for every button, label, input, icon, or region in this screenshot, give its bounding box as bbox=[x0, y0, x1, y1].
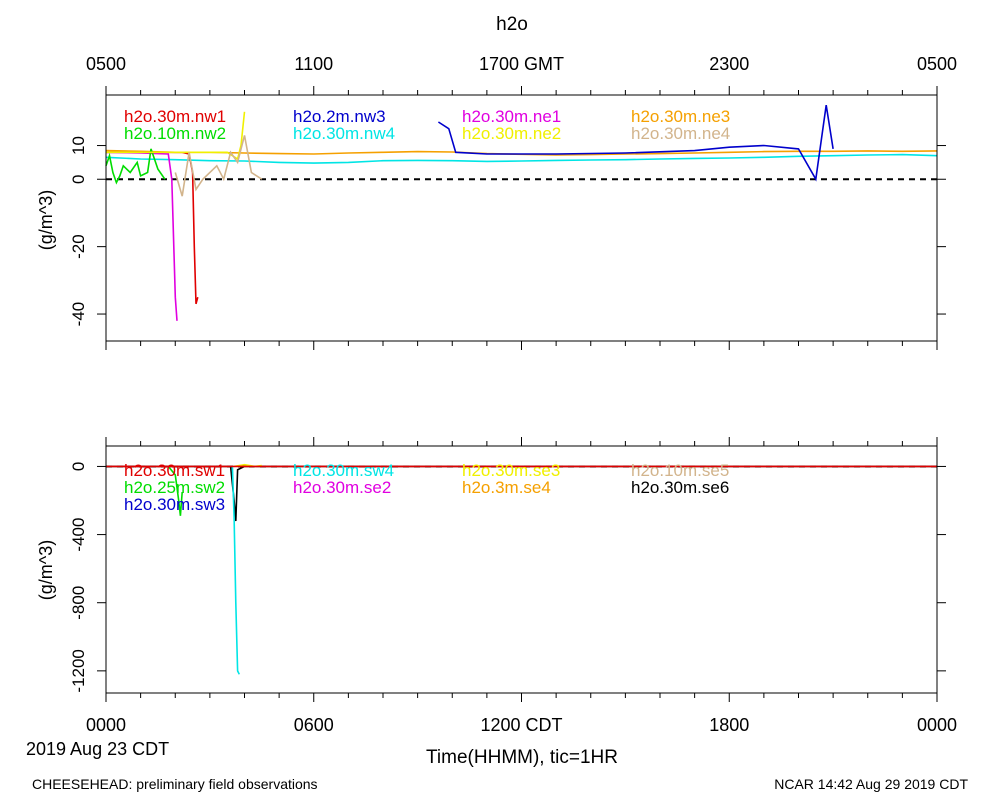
series-line-h2o-30m-ne4 bbox=[174, 135, 263, 197]
top-y-axis-ticks: 10 0 -20 -40 bbox=[69, 136, 946, 326]
x-tick-label: 1100 bbox=[294, 54, 333, 74]
chart-title: h2o bbox=[496, 14, 528, 35]
top-axis-ticks: 0500 1100 1700 GMT 2300 0500 bbox=[86, 54, 957, 350]
bottom-series-group bbox=[106, 463, 937, 675]
top-series-group bbox=[105, 104, 938, 321]
footer-right: NCAR 14:42 Aug 29 2019 CDT bbox=[774, 776, 968, 792]
x-tick-label: 2300 bbox=[709, 54, 749, 74]
legend-entry: h2o.30m.se3 bbox=[462, 461, 560, 480]
legend-entry: h2o.30m.nw4 bbox=[293, 124, 395, 143]
legend-entry: h2o.10m.se5 bbox=[631, 461, 729, 480]
x-axis-label: Time(HHMM), tic=1HR bbox=[426, 747, 618, 768]
legend-entry: h2o.30m.ne3 bbox=[631, 107, 730, 126]
legend-entry: h2o.30m.ne1 bbox=[462, 107, 561, 126]
y-tick-label: -1200 bbox=[69, 649, 88, 692]
legend-entry: h2o.30m.sw1 bbox=[124, 461, 225, 480]
x-tick-label: 1800 bbox=[709, 715, 749, 735]
top-plot-frame bbox=[105, 94, 938, 342]
x-tick-label: 1700 GMT bbox=[479, 54, 564, 74]
y-tick-label: 0 bbox=[69, 175, 88, 184]
series-line-h2o-30m-nw4 bbox=[105, 153, 938, 164]
bottom-plot-frame bbox=[105, 445, 938, 694]
bottom-axis-ticks: 0000 0600 1200 CDT 1800 0000 bbox=[86, 437, 957, 735]
y-tick-label: 10 bbox=[69, 136, 88, 155]
legend-entry: h2o.30m.se2 bbox=[293, 478, 391, 497]
footer-left: CHEESEHEAD: preliminary field observatio… bbox=[32, 776, 318, 792]
bottom-legend: h2o.30m.sw1 h2o.30m.sw4 h2o.30m.se3 h2o.10m… bbox=[124, 461, 729, 514]
legend-entry: h2o.30m.nw1 bbox=[124, 107, 226, 126]
legend-entry: h2o.30m.sw4 bbox=[293, 461, 394, 480]
legend-entry: h2o.2m.nw3 bbox=[293, 107, 386, 126]
x-tick-label: 0500 bbox=[917, 54, 957, 74]
y-tick-label: -800 bbox=[69, 586, 88, 620]
top-legend: h2o.30m.nw1 h2o.2m.nw3 h2o.30m.ne1 h2o.30m.… bbox=[124, 107, 730, 143]
legend-entry: h2o.30m.ne4 bbox=[631, 124, 730, 143]
y-tick-label: -20 bbox=[69, 234, 88, 259]
bottom-y-axis-ticks: 0 -400 -800 -1200 bbox=[69, 462, 946, 693]
legend-entry: h2o.30m.ne2 bbox=[462, 124, 561, 143]
legend-entry: h2o.3m.se4 bbox=[462, 478, 551, 497]
series-line-h2o-30m-sw4 bbox=[231, 466, 241, 675]
x-tick-label: 0500 bbox=[86, 54, 126, 74]
y-tick-label: 0 bbox=[69, 462, 88, 471]
legend-entry: h2o.30m.sw3 bbox=[124, 495, 225, 514]
series-line-h2o-25m-sw2 bbox=[167, 465, 183, 516]
legend-entry: h2o.30m.se6 bbox=[631, 478, 729, 497]
x-tick-label: 0000 bbox=[86, 715, 126, 735]
legend-entry: h2o.25m.sw2 bbox=[124, 478, 225, 497]
date-label: 2019 Aug 23 CDT bbox=[26, 739, 169, 759]
legend-entry: h2o.10m.nw2 bbox=[124, 124, 226, 143]
bottom-y-axis-label: (g/m^3) bbox=[36, 540, 56, 600]
series-line-h2o-30m-ne2 bbox=[106, 111, 246, 161]
series-line-h2o-2m-nw3 bbox=[437, 104, 834, 182]
top-y-axis-label: (g/m^3) bbox=[36, 190, 56, 250]
y-tick-label: -400 bbox=[69, 518, 88, 552]
x-tick-label: 0600 bbox=[294, 715, 334, 735]
x-tick-label: 1200 CDT bbox=[480, 715, 562, 735]
series-line-h2o-10m-nw2 bbox=[105, 148, 166, 185]
x-tick-label: 0000 bbox=[917, 715, 957, 735]
y-tick-label: -40 bbox=[69, 302, 88, 327]
